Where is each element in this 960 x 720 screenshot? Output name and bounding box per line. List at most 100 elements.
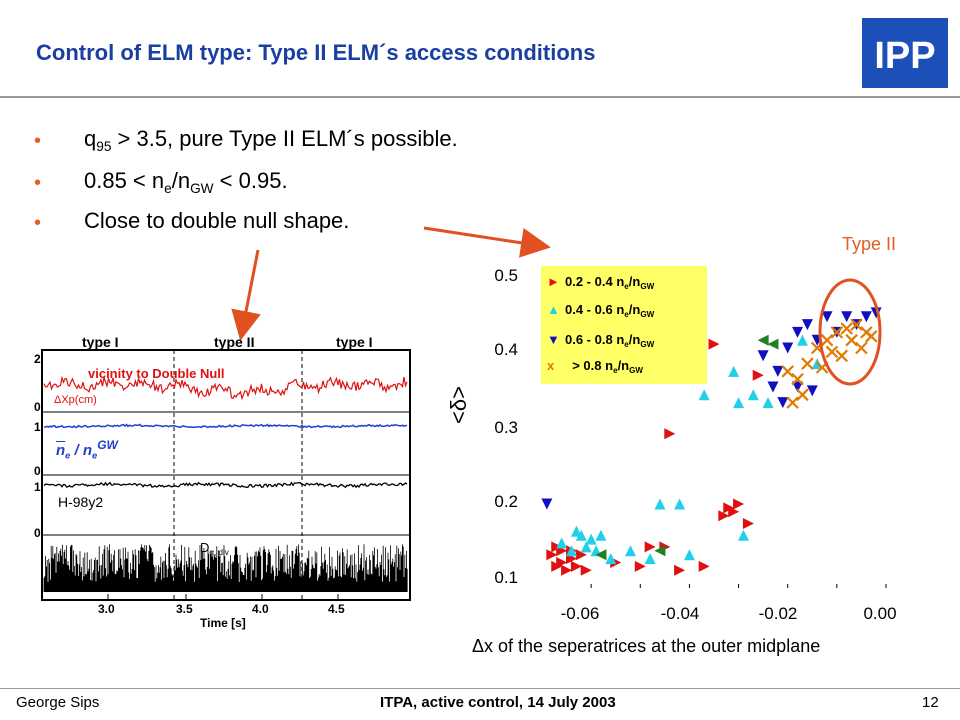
scatter-point [747,389,759,401]
inset-y-tick: 1 [34,420,41,434]
legend-range: > 0.8 [565,358,602,373]
h98-label: H-98y2 [58,494,104,510]
phase-label: type I [82,334,119,350]
scatter-point [708,338,720,350]
inset-y-tick: 2 [34,352,41,366]
scatter-point [654,545,666,557]
down-triangle-icon: ▼ [547,332,560,347]
y-tick-label: 0.3 [494,418,518,437]
x-axis-label: Δx of the seperatrices at the outer midp… [472,636,820,657]
legend-entry: x > 0.8 ne/nGW [547,358,643,375]
scatter-point [757,334,769,346]
right-triangle-icon: ► [547,274,560,289]
scatter-point [580,541,592,553]
x-tick-label: -0.04 [660,604,700,623]
scatter-point [728,365,740,377]
scatter-point [674,498,686,510]
scatter-point [683,549,695,561]
scatter-point [541,498,553,510]
inset-x-tick: 3.5 [176,602,193,616]
scatter-point [546,549,558,561]
scatter-point [634,560,646,572]
scatter-point [821,311,833,323]
scatter-point [796,334,808,346]
inset-y-tick: 0 [34,464,41,478]
bullet-icon: • [34,212,42,234]
x-tick-label: -0.02 [758,604,798,623]
title-divider [0,96,960,98]
y-tick-label: 0.4 [494,340,518,359]
scatter-plot [539,265,889,588]
x-marker-icon: x [547,358,555,373]
density-sub: e [65,450,71,461]
scatter-point [742,518,754,529]
scatter-point [605,553,617,565]
h98-trace [43,481,408,489]
scatter-point [767,338,779,350]
legend-sub: GW [640,309,655,319]
legend-sub: GW [629,365,643,375]
footer-event: ITPA, active control, 14 July 2003 [380,694,616,711]
scatter-point [570,560,582,572]
scatter-point [792,381,804,393]
dalpha-text: D [200,540,210,555]
scatter-point [561,564,573,576]
legend-entry: ▼ 0.6 - 0.8 ne/nGW [547,332,655,349]
scatter-point [556,557,568,568]
scatter-point [664,428,676,440]
legend-slash: /n [628,332,641,347]
arrow-to-inset [231,249,261,341]
plot-area [539,265,889,585]
scatter-point [870,307,882,319]
scatter-point [762,397,774,409]
inset-x-tick: 3.0 [98,602,115,616]
legend-entry: ▲ 0.4 - 0.6 ne/nGW [547,302,655,319]
density-label: ne / neGW [56,438,118,461]
up-triangle-icon: ▲ [547,302,560,317]
legend-sub: GW [640,339,655,349]
scatter-point [580,564,592,576]
legend-slash: /n [628,302,641,317]
ipp-logo-graphic: IPP [874,35,935,77]
scatter-point [782,342,794,354]
scatter-point [654,498,666,510]
scatter-point [728,506,740,518]
legend-n: n [616,302,625,317]
scatter-point [786,396,799,409]
ipp-logo: IPP [862,18,948,88]
scatter-point [757,350,769,362]
density-trace [44,423,408,429]
inset-x-tick: 4.5 [328,602,345,616]
scatter-point [585,533,597,545]
y-tick-label: 0.2 [494,492,518,511]
scatter-point [860,311,872,323]
bullet-q95: q95 > 3.5, pure Type II ELM´s possible. [84,126,458,153]
bullet-text-part: /n [171,168,191,193]
delta-symbol: Δ [472,636,485,656]
scatter-point [644,553,656,565]
x-axis-text: x of the seperatrices at the outer midpl… [484,636,821,656]
dalpha-sub: α, div [209,547,229,557]
inset-y-tick: 1 [34,480,41,494]
bullet-icon: • [34,172,42,194]
inset-y-tick: 0 [34,526,41,540]
density-sup: GW [97,438,118,452]
type2-ellipse [818,278,882,386]
scatter-point [733,498,745,510]
bullet-sub: e [164,180,172,196]
scatter-point [806,385,818,397]
scatter-point [752,369,764,381]
xp-label: ΔXp(cm) [54,394,97,406]
scatter-point [801,357,814,370]
scatter-point [698,389,710,401]
scatter-point [845,333,858,347]
legend-slash: /n [617,358,630,373]
scatter-point [830,326,844,339]
density-sub: e [92,450,98,461]
scatter-point [850,318,863,331]
legend-range: 0.6 - 0.8 [565,332,613,347]
legend-n: n [616,332,625,347]
x-tick-label: -0.06 [560,604,600,623]
inset-x-label: Time [s] [200,616,246,630]
bullet-text-part: q [84,126,97,151]
